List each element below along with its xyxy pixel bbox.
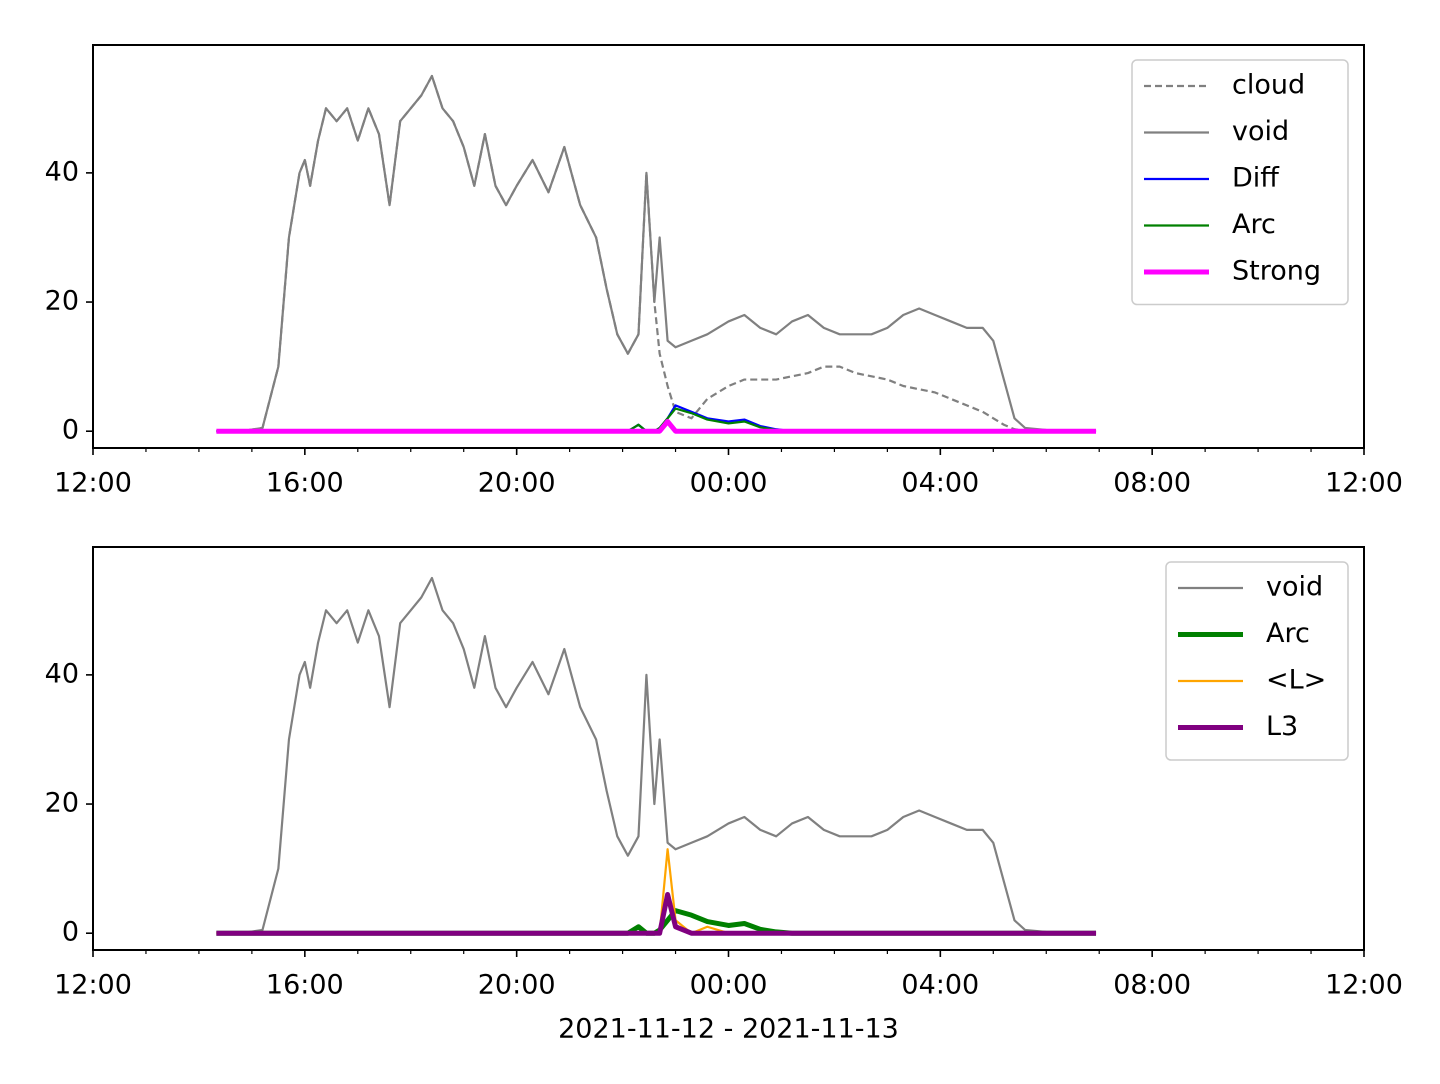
x-tick-label: 16:00 bbox=[266, 970, 344, 1001]
x-tick-label: 16:00 bbox=[266, 468, 344, 499]
series-line bbox=[216, 74, 1097, 433]
y-tick-label: 40 bbox=[45, 658, 79, 689]
series-line bbox=[216, 407, 1097, 433]
y-tick-label: 40 bbox=[45, 156, 79, 187]
legend-label: Arc bbox=[1266, 618, 1310, 649]
x-tick-label: 20:00 bbox=[478, 468, 556, 499]
legend-label: void bbox=[1232, 116, 1289, 147]
x-tick-label: 04:00 bbox=[901, 468, 979, 499]
x-tick-label: 12:00 bbox=[54, 468, 132, 499]
legend-label: Strong bbox=[1232, 256, 1321, 287]
y-tick-label: 20 bbox=[45, 788, 79, 819]
x-tick-label: 00:00 bbox=[690, 468, 768, 499]
series-line bbox=[216, 404, 1097, 433]
legend-label: cloud bbox=[1232, 70, 1305, 101]
series-line bbox=[216, 908, 1097, 936]
x-tick-label: 04:00 bbox=[901, 970, 979, 1001]
legend-box bbox=[1131, 59, 1349, 306]
y-tick-label: 20 bbox=[45, 286, 79, 317]
legend-label: Diff bbox=[1232, 163, 1280, 194]
legend-label: <L> bbox=[1266, 665, 1326, 696]
x-tick-label: 00:00 bbox=[690, 970, 768, 1001]
x-tick-label: 08:00 bbox=[1113, 970, 1191, 1001]
x-tick-label: 12:00 bbox=[1325, 970, 1403, 1001]
x-tick-label: 20:00 bbox=[478, 970, 556, 1001]
legend-label: void bbox=[1266, 572, 1323, 603]
x-tick-label: 08:00 bbox=[1113, 468, 1191, 499]
legend-box bbox=[1165, 561, 1349, 761]
series-line bbox=[216, 576, 1097, 935]
legend-label: L3 bbox=[1266, 711, 1298, 742]
series-line bbox=[216, 419, 1097, 434]
series-line bbox=[216, 848, 1097, 935]
series-line bbox=[216, 891, 1097, 936]
x-tick-label: 12:00 bbox=[54, 970, 132, 1001]
y-tick-label: 0 bbox=[62, 415, 79, 446]
x-axis-label: 2021-11-12 - 2021-11-13 bbox=[558, 1014, 899, 1045]
legend-label: Arc bbox=[1232, 209, 1276, 240]
y-tick-label: 0 bbox=[62, 917, 79, 948]
x-tick-label: 12:00 bbox=[1325, 468, 1403, 499]
series-line bbox=[216, 74, 1097, 433]
